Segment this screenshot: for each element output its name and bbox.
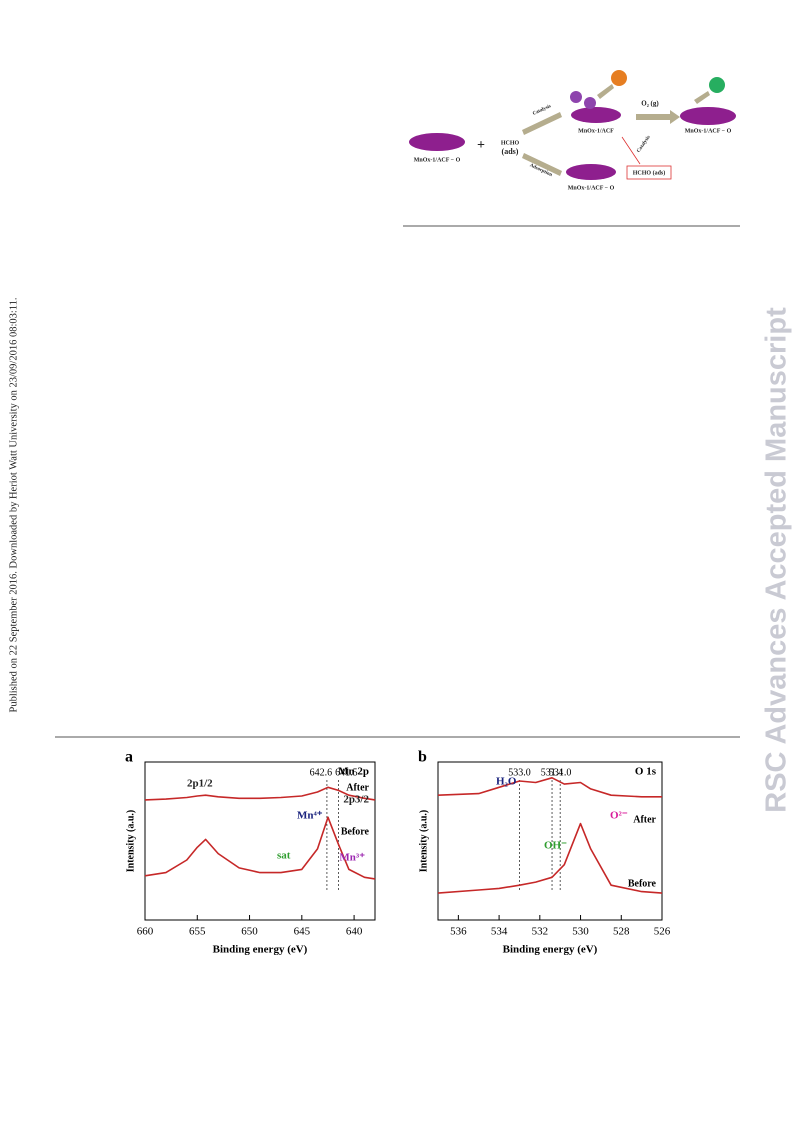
component-label: OH⁻ xyxy=(544,840,567,852)
x-tick-label: 536 xyxy=(450,926,467,938)
catalyst xyxy=(571,107,621,123)
peak-label: 642.6 xyxy=(310,767,333,778)
label: MnOx-1/ACF − O xyxy=(685,128,732,134)
x-tick-label: 528 xyxy=(613,926,630,938)
component-label: sat xyxy=(277,850,291,862)
plot-frame xyxy=(144,761,376,921)
x-tick-label: 660 xyxy=(137,926,154,938)
arrow xyxy=(597,84,614,99)
label: MnOx-1/ACF − O xyxy=(568,185,615,191)
spectrum xyxy=(437,777,662,798)
component-label: Mn⁴⁺ xyxy=(297,810,323,822)
label: + xyxy=(477,138,485,153)
scheme: MnOx-1/ACF − O + HCHO (ads) Catalysis Ad… xyxy=(409,70,736,191)
x-tick-label: 530 xyxy=(572,926,589,938)
label: Catalysis xyxy=(636,135,651,154)
x-axis-label: Binding energy (eV) xyxy=(213,944,308,956)
molecule xyxy=(709,77,725,93)
catalyst xyxy=(566,164,616,180)
component-label: 2p3/2 xyxy=(343,794,369,806)
panel-label: a xyxy=(125,749,133,766)
x-tick-label: 532 xyxy=(532,926,549,938)
peak-label: 533.0 xyxy=(508,767,531,778)
label: HCHO xyxy=(501,140,520,146)
component-label: Mn³⁺ xyxy=(339,852,365,864)
label: O₂ (g) xyxy=(641,100,659,108)
panel-title: O 1s xyxy=(635,766,657,778)
x-tick-label: 526 xyxy=(654,926,671,938)
molecule xyxy=(611,70,627,86)
panel-label: b xyxy=(418,749,427,766)
x-tick-label: 534 xyxy=(491,926,508,938)
arrow xyxy=(522,112,562,135)
catalyst xyxy=(680,107,736,125)
component-label: 2p1/2 xyxy=(187,778,213,790)
molecule xyxy=(584,97,596,109)
box xyxy=(626,165,672,180)
spectrum xyxy=(437,822,663,894)
x-tick-label: 645 xyxy=(294,926,311,938)
component-label: H₂O xyxy=(496,776,517,788)
catalyst xyxy=(409,133,465,151)
x-axis-label: Binding energy (eV) xyxy=(503,944,598,956)
arrow xyxy=(621,136,641,165)
y-axis-label: Intensity (a.u.) xyxy=(418,810,429,873)
label: MnOx-1/ACF − O xyxy=(414,157,461,163)
x-tick-label: 655 xyxy=(189,926,206,938)
series-label: Before xyxy=(341,826,370,837)
x-tick-label: 650 xyxy=(241,926,258,938)
arrow xyxy=(636,110,680,124)
label: Catalysis xyxy=(532,104,552,117)
label: HCHO (ads) xyxy=(633,169,666,176)
label: (ads) xyxy=(502,147,519,156)
peak-label: 641.5 xyxy=(335,767,358,778)
series-label: Before xyxy=(628,878,657,889)
plot-frame xyxy=(437,761,663,921)
peak-label: 531.0 xyxy=(549,767,572,778)
x-tick-label: 640 xyxy=(346,926,363,938)
spectrum xyxy=(144,786,376,801)
peak-label: 531.4 xyxy=(541,767,564,778)
watermark: RSC Advances Accepted Manuscript xyxy=(761,307,793,813)
series-label: After xyxy=(633,814,656,825)
y-axis-label: Intensity (a.u.) xyxy=(125,810,136,873)
series-label: After xyxy=(346,782,369,793)
molecule xyxy=(570,91,582,103)
panel-title: Mn 2p xyxy=(338,766,369,778)
arrow xyxy=(694,91,710,104)
sidebar: Published on 22 September 2016. Download… xyxy=(8,297,19,712)
arrow xyxy=(522,153,562,176)
label: MnOx-1/ACF xyxy=(578,128,614,134)
component-label: O²⁻ xyxy=(610,810,628,822)
spectrum xyxy=(144,816,376,880)
